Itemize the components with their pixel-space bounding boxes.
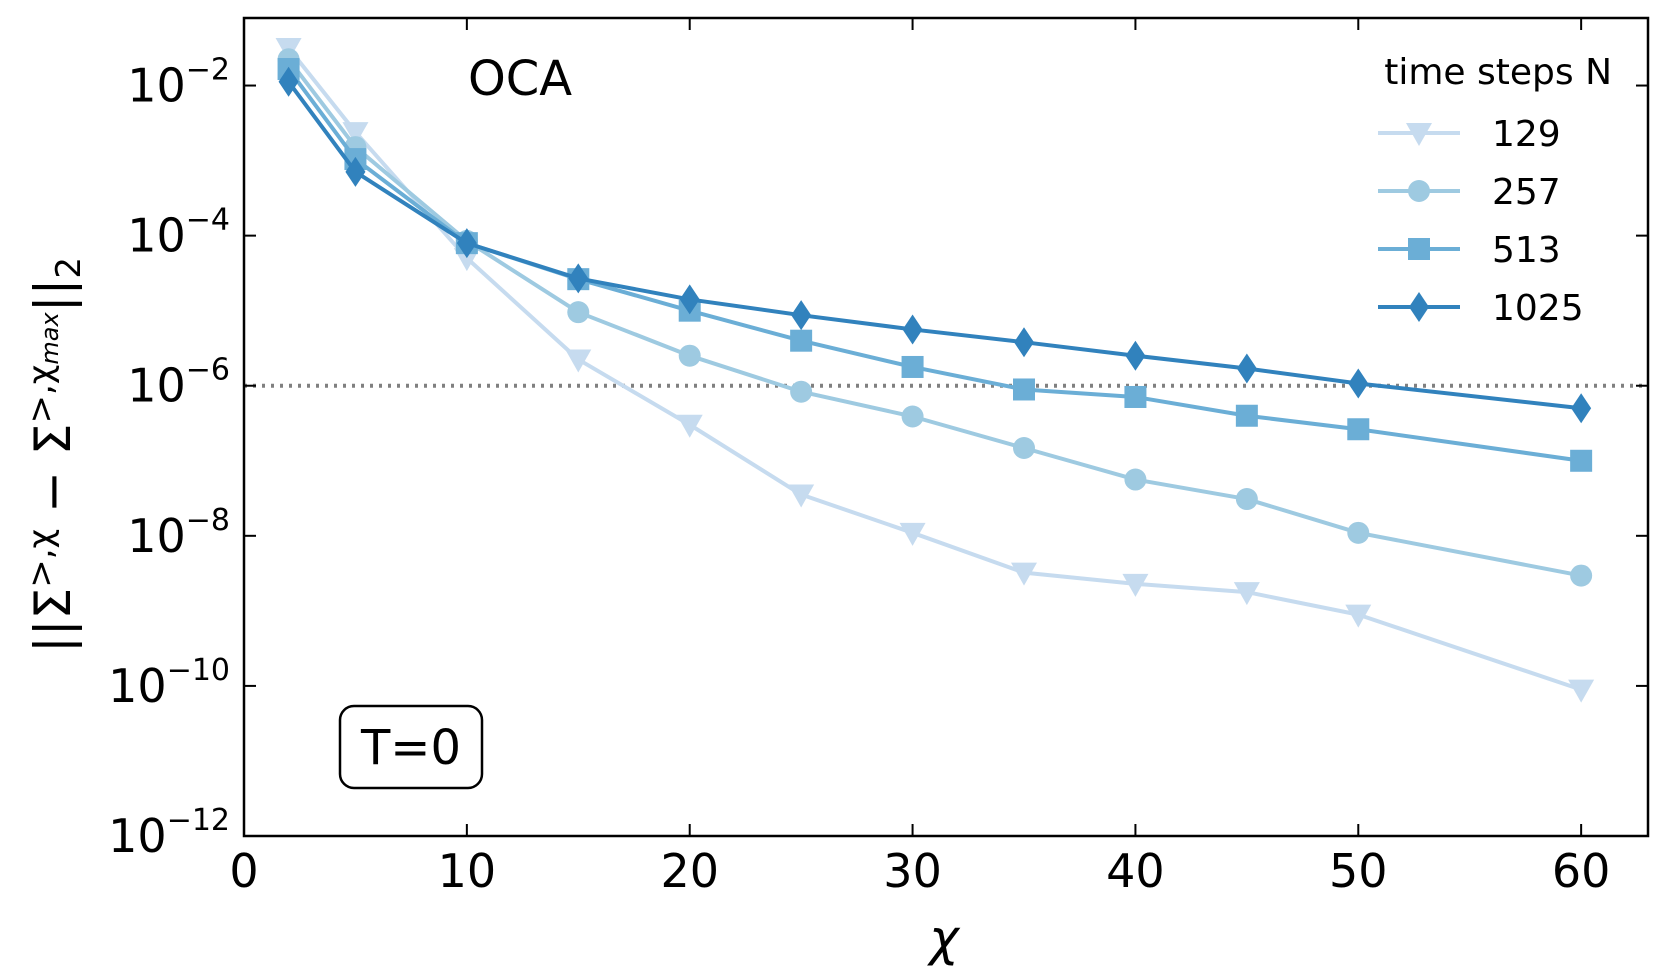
x-tick-label: 20: [660, 844, 719, 898]
ticks-layer: 0 10 20 30 40 50 60 10−2 10−4 10−6 10−8 10−10 10−12: [108, 18, 1648, 898]
data-point-1025: [278, 66, 299, 97]
x-axis-title: χ: [926, 909, 961, 967]
legend-label: 1025: [1492, 288, 1584, 329]
data-point-129: [342, 122, 369, 146]
data-point-129: [1011, 562, 1037, 586]
x-tick-label: 60: [1552, 844, 1611, 898]
data-point-513: [1570, 449, 1593, 472]
x-tick-label: 0: [229, 844, 258, 898]
y-tick-label: 10−8: [127, 503, 230, 563]
data-point-513: [1013, 378, 1035, 401]
data-point-257: [1347, 521, 1370, 544]
data-point-129: [1122, 573, 1149, 597]
data-point-1025: [679, 284, 700, 315]
legend-title: time steps N: [1384, 52, 1612, 93]
legend: time steps N 129 257 513 1025: [1378, 52, 1612, 329]
legend-marker: [1408, 238, 1430, 260]
data-point-1025: [1014, 327, 1034, 358]
legend-entry-513: 513: [1378, 230, 1561, 271]
legend-entry-257: 257: [1378, 172, 1561, 213]
data-point-513: [1235, 404, 1258, 427]
data-point-129: [1345, 604, 1372, 628]
x-tick-label: 50: [1329, 844, 1388, 898]
y-tick-label: 10−10: [108, 653, 230, 713]
y-tick-label: 10−4: [127, 203, 230, 263]
legend-entry-1025: 1025: [1378, 288, 1584, 329]
x-tick-label: 40: [1106, 844, 1165, 898]
series-1025: [278, 66, 1592, 424]
plot-frame: [242, 16, 1650, 838]
series-257: [277, 48, 1593, 587]
data-point-257: [901, 405, 924, 428]
legend-title-text: time steps N: [1384, 52, 1612, 93]
chart-title: OCA: [468, 51, 572, 107]
x-tick-label: 30: [883, 844, 942, 898]
series-129: [275, 38, 1595, 703]
data-point-129: [788, 484, 815, 508]
data-point-1025: [1348, 368, 1369, 399]
data-point-1025: [345, 156, 366, 187]
y-tick-label: 10−6: [127, 353, 230, 413]
annotation-box-frame: [338, 704, 484, 790]
data-point-129: [565, 349, 592, 373]
series-layer: [275, 38, 1595, 703]
legend-entry-129: 129: [1378, 114, 1561, 155]
x-tick-label: 10: [438, 844, 497, 898]
legend-marker: [1406, 123, 1432, 146]
data-point-1025: [456, 228, 477, 259]
data-point-513: [790, 329, 813, 352]
annotation-box: T=0: [338, 704, 484, 790]
data-point-1025: [902, 314, 923, 345]
data-point-257: [1013, 437, 1035, 460]
data-point-1025: [1125, 340, 1146, 371]
data-point-129: [1233, 582, 1260, 606]
legend-label: 129: [1492, 114, 1561, 155]
data-point-129: [676, 414, 703, 438]
y-tick-label: 10−12: [108, 803, 230, 863]
series-line-129: [287, 46, 1582, 692]
data-point-1025: [1236, 353, 1257, 384]
series-line-1025: [286, 80, 1582, 411]
y-tick-label: 10−2: [127, 53, 230, 113]
legend-marker: [1408, 180, 1430, 202]
data-point-129: [1568, 679, 1595, 703]
data-point-257: [790, 380, 813, 403]
data-point-129: [899, 522, 926, 546]
annotation-box-label: T=0: [360, 720, 461, 776]
data-point-1025: [568, 263, 589, 294]
data-point-1025: [1571, 393, 1592, 424]
series-line-257: [286, 58, 1582, 578]
data-point-513: [901, 355, 924, 378]
legend-label: 257: [1492, 172, 1561, 213]
legend-marker: [1409, 292, 1429, 322]
legend-label: 513: [1492, 230, 1561, 271]
data-point-257: [1570, 564, 1593, 587]
data-point-257: [678, 344, 701, 367]
data-point-1025: [791, 300, 812, 331]
data-point-257: [567, 301, 590, 324]
data-point-257: [1235, 488, 1258, 511]
data-point-513: [1347, 418, 1370, 441]
data-point-513: [1124, 385, 1147, 408]
data-point-257: [1124, 468, 1147, 491]
